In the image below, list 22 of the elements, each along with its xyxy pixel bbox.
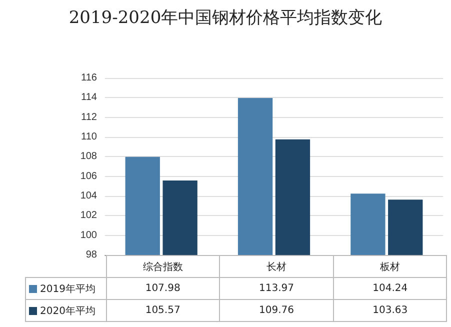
data-label: 104.24 — [333, 278, 447, 300]
y-tick-label: 110 — [81, 132, 98, 142]
y-tick-label: 112 — [81, 112, 98, 123]
y-tick-label: 116 — [81, 72, 98, 84]
y-tick-label: 98 — [86, 250, 98, 260]
legend-label: 2019年平均 — [26, 278, 106, 300]
data-label: 109.76 — [220, 300, 334, 322]
data-label: 113.97 — [220, 278, 334, 300]
x-tick-label: 长材 — [220, 256, 334, 278]
legend-label: 2020年平均 — [26, 300, 106, 322]
data-label: 103.63 — [333, 300, 447, 322]
y-tick-label: 108 — [80, 151, 98, 162]
y-tick-label: 114 — [81, 92, 98, 104]
data-label: 105.57 — [106, 300, 220, 322]
x-tick-label: 综合指数 — [106, 256, 220, 278]
y-tick-label: 104 — [80, 190, 98, 202]
y-tick-label: 106 — [80, 170, 98, 182]
chart-title: 2019-2020年中国钢材价格平均指数变化 — [68, 7, 384, 30]
data-label: 107.98 — [106, 278, 220, 300]
y-tick-label: 100 — [80, 230, 98, 241]
y-tick-label: 102 — [80, 210, 98, 222]
x-tick-label: 板材 — [333, 256, 447, 278]
